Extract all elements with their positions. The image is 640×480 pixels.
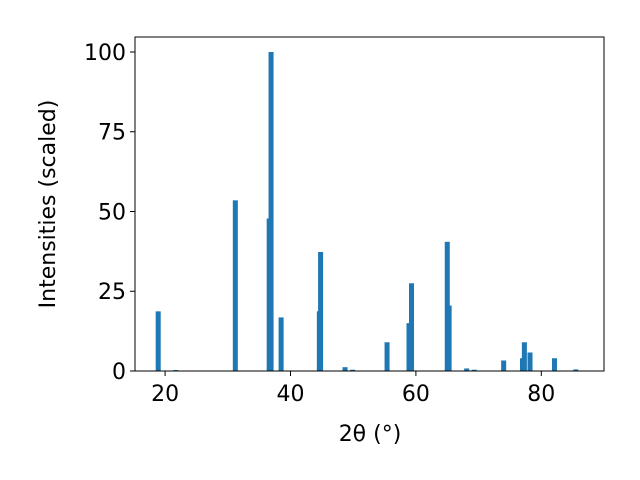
bar [501,360,507,371]
bar [471,369,477,371]
bar [268,51,274,371]
bar [527,352,533,371]
y-axis-label: Intensities (scaled) [36,100,61,309]
bar [573,369,579,371]
x-tick-label: 60 [402,382,430,407]
bar [155,311,161,371]
bar [278,317,284,371]
x-tick-label: 40 [276,382,304,407]
x-axis-label: 2θ (°) [339,422,402,447]
plot-frame [134,36,605,372]
bar [384,342,390,371]
bar [551,358,557,371]
y-tick-label: 25 [98,280,126,305]
bar [342,367,348,371]
bar [521,342,527,371]
y-tick-label: 0 [112,360,126,385]
y-tick-label: 100 [84,41,126,66]
bar [446,305,452,371]
bar [350,369,356,371]
bar [409,283,415,371]
y-tick-label: 50 [98,200,126,225]
y-tick-label: 75 [98,121,126,146]
x-tick-label: 20 [151,382,179,407]
bar [232,200,238,371]
bar [318,252,324,371]
bar [464,368,470,371]
x-tick-label: 80 [527,382,555,407]
